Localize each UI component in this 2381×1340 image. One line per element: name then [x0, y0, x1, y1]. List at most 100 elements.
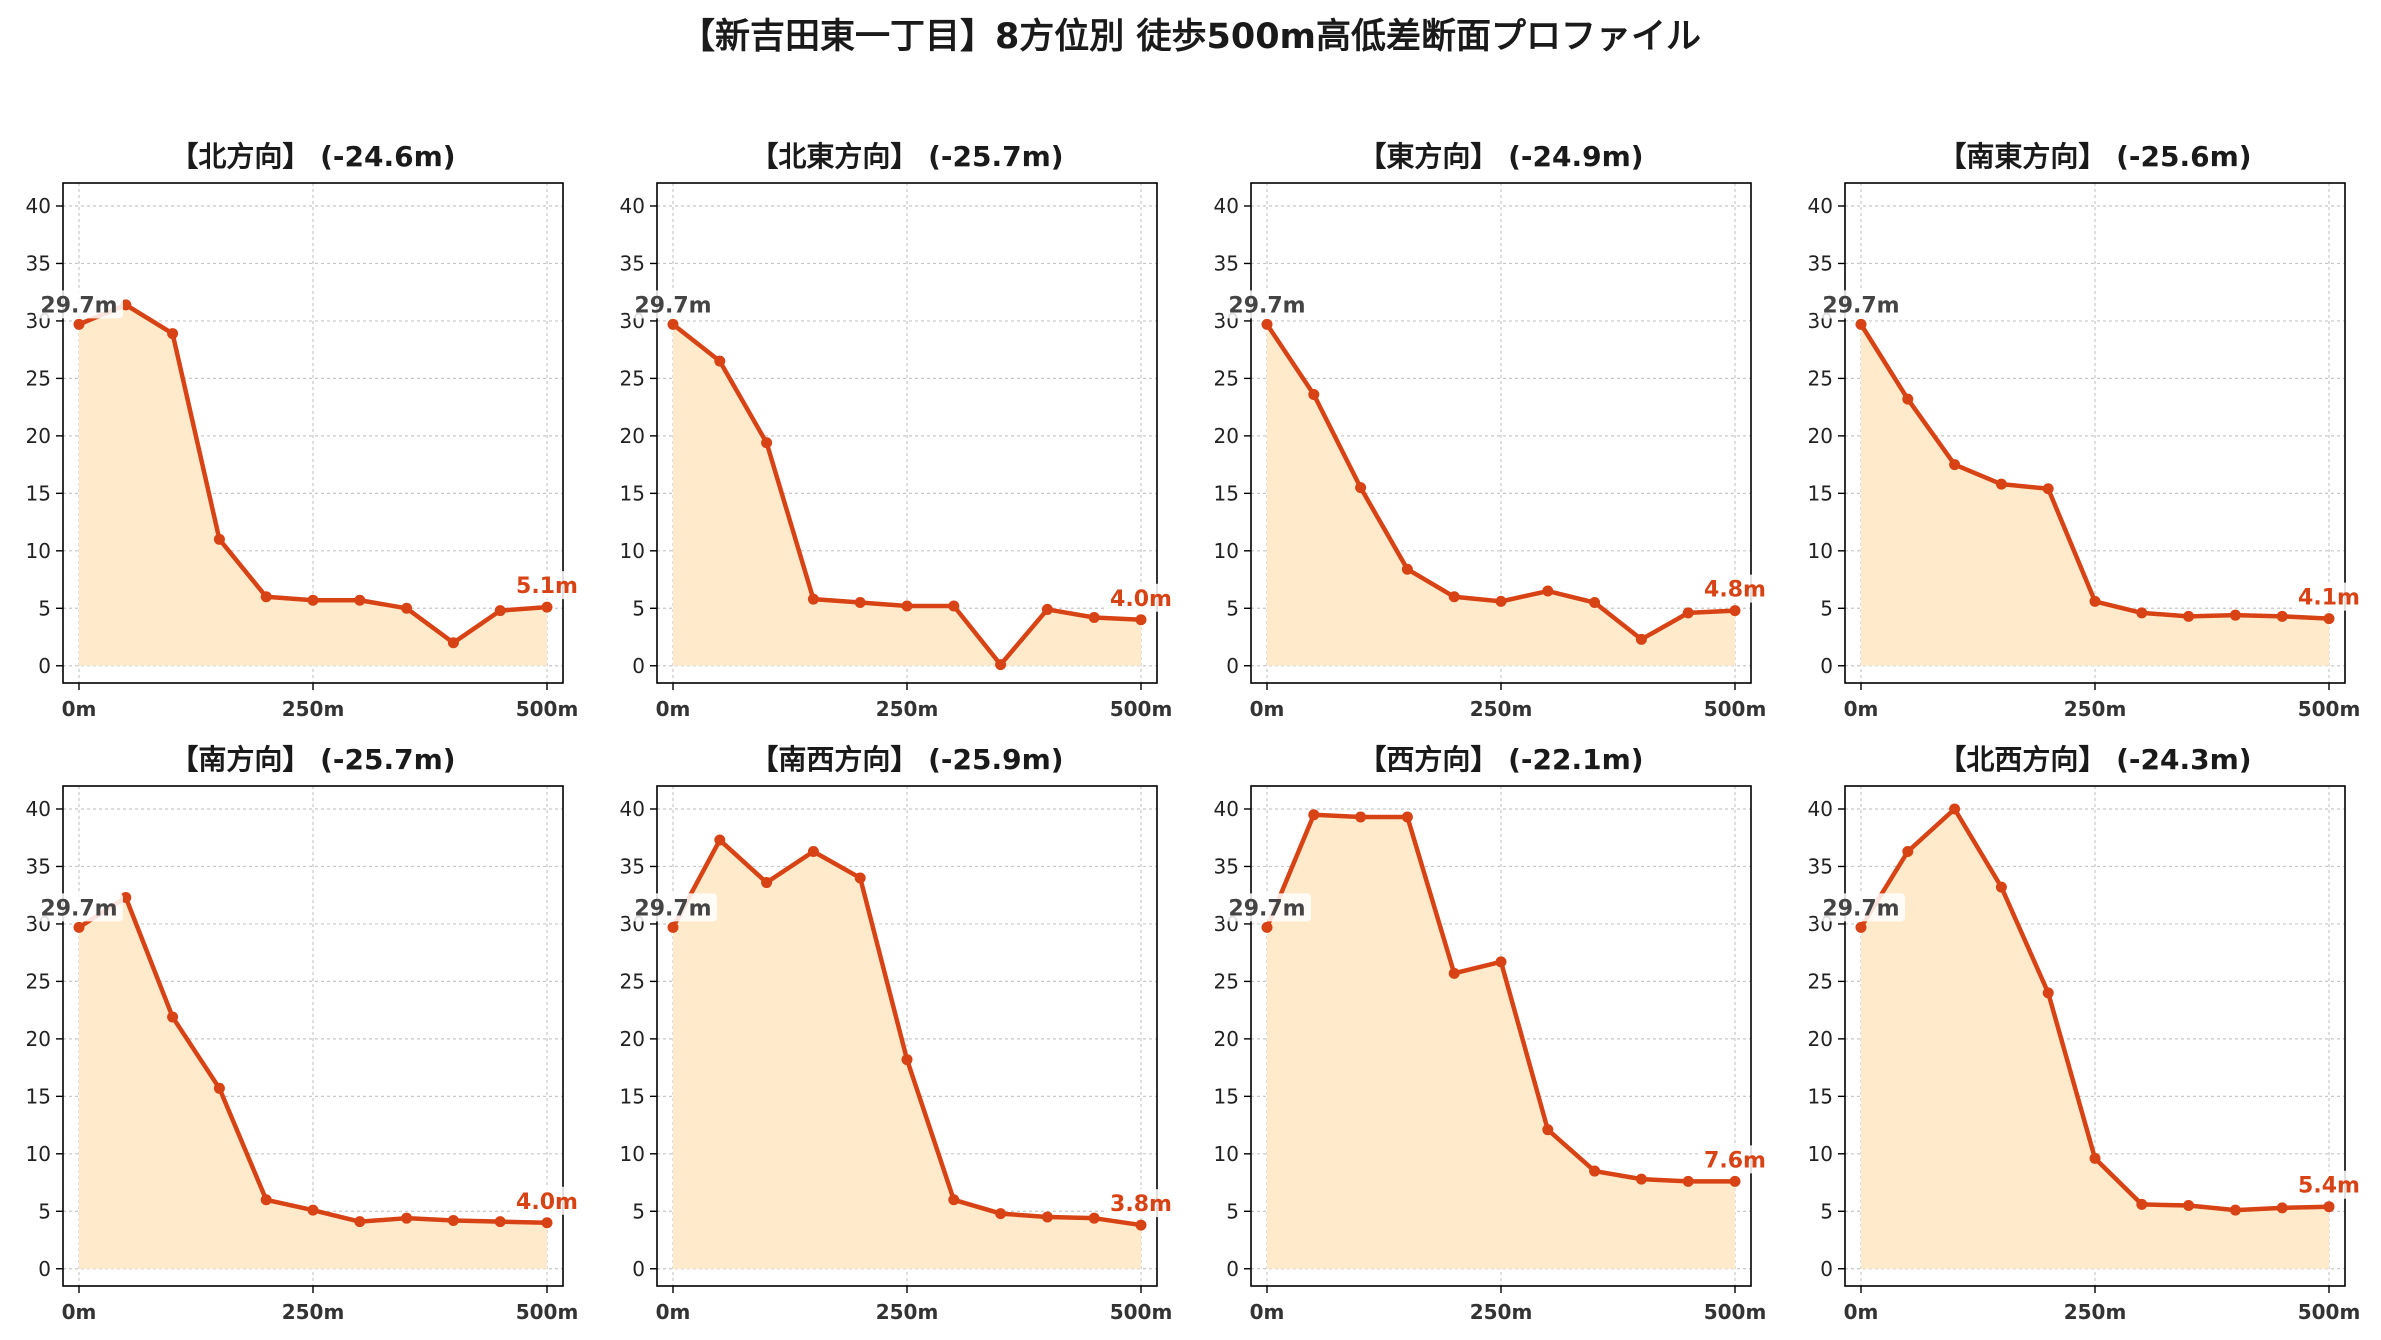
panel-title: 【南西方向】 (-25.9m) [750, 743, 1063, 776]
panel-title: 【南方向】 (-25.7m) [170, 743, 455, 776]
data-point [1495, 595, 1507, 607]
data-point [1495, 956, 1507, 968]
data-point [2323, 613, 2335, 625]
start-label-box [35, 893, 123, 922]
start-label-box [629, 893, 717, 922]
y-tick-label: 5 [38, 596, 51, 620]
elevation-area [79, 304, 547, 666]
x-tick-label: 500m [2298, 697, 2361, 721]
data-point [1448, 591, 1460, 603]
data-point [260, 591, 272, 603]
data-point [1855, 921, 1867, 933]
data-point [995, 1208, 1007, 1220]
data-point [1401, 811, 1413, 823]
data-point [447, 637, 459, 649]
y-tick-label: 5 [632, 1199, 645, 1223]
y-tick-label: 15 [1214, 1084, 1239, 1108]
data-point [2042, 987, 2054, 999]
y-tick-label: 0 [1820, 1257, 1833, 1281]
end-label-box [513, 571, 581, 600]
data-point [667, 318, 679, 330]
x-tick-label: 0m [1844, 697, 1879, 721]
data-point [1355, 482, 1367, 494]
y-tick-label: 10 [620, 1142, 645, 1166]
x-tick-label: 250m [876, 697, 939, 721]
panel-title: 【北東方向】 (-25.7m) [750, 140, 1063, 173]
y-tick-label: 20 [1808, 1027, 1833, 1051]
data-point [1135, 614, 1147, 626]
y-tick-label: 10 [26, 539, 51, 563]
y-tick-label: 25 [1808, 366, 1833, 390]
y-tick-label: 5 [1226, 1199, 1239, 1223]
x-tick-label: 250m [876, 1300, 939, 1324]
start-elevation-label: 29.7m [1822, 293, 1899, 318]
panel-title: 【北西方向】 (-24.3m) [1938, 743, 2251, 776]
start-label-box [35, 290, 123, 319]
elevation-area [1861, 324, 2329, 666]
x-tick-label: 0m [1250, 697, 1285, 721]
data-point [1041, 1211, 1053, 1223]
data-point [307, 594, 319, 606]
x-tick-label: 500m [1704, 697, 1767, 721]
panel-title: 【西方向】 (-22.1m) [1358, 743, 1643, 776]
y-tick-label: 15 [620, 1084, 645, 1108]
y-tick-label: 0 [38, 1257, 51, 1281]
x-tick-label: 500m [1704, 1300, 1767, 1324]
data-point [2183, 610, 2195, 622]
x-tick-label: 0m [656, 697, 691, 721]
x-tick-label: 500m [1110, 697, 1173, 721]
panel-title: 【東方向】 (-24.9m) [1358, 140, 1643, 173]
data-point [667, 921, 679, 933]
data-point [714, 355, 726, 367]
elevation-area [79, 897, 547, 1269]
data-point [1855, 318, 1867, 330]
data-point [1902, 393, 1914, 405]
data-point [1949, 459, 1961, 471]
data-point [541, 601, 553, 613]
y-tick-label: 35 [1808, 854, 1833, 878]
y-tick-label: 0 [632, 654, 645, 678]
y-tick-label: 35 [1214, 854, 1239, 878]
x-tick-label: 250m [282, 697, 345, 721]
y-tick-label: 20 [1214, 1027, 1239, 1051]
data-point [213, 533, 225, 545]
start-label-box [1817, 893, 1905, 922]
x-tick-label: 250m [1470, 697, 1533, 721]
data-point [1261, 921, 1273, 933]
data-point [948, 600, 960, 612]
data-point [2042, 483, 2054, 495]
data-point [2323, 1201, 2335, 1213]
data-point [167, 1011, 179, 1023]
y-tick-label: 25 [1214, 969, 1239, 993]
data-point [307, 1204, 319, 1216]
data-point [401, 602, 413, 614]
start-elevation-label: 29.7m [1228, 896, 1305, 921]
y-tick-label: 35 [26, 251, 51, 275]
start-elevation-label: 29.7m [634, 896, 711, 921]
data-point [2089, 1152, 2101, 1164]
start-label-box [629, 290, 717, 319]
y-tick-label: 5 [38, 1199, 51, 1223]
x-tick-label: 0m [1844, 1300, 1879, 1324]
y-tick-label: 5 [1820, 596, 1833, 620]
end-label-box [1701, 574, 1769, 603]
elevation-area [1861, 808, 2329, 1269]
y-tick-label: 5 [1226, 596, 1239, 620]
data-point [807, 593, 819, 605]
y-tick-label: 40 [1214, 797, 1239, 821]
data-point [1308, 809, 1320, 821]
data-point [2276, 610, 2288, 622]
x-tick-label: 250m [2064, 1300, 2127, 1324]
start-label-box [1817, 290, 1905, 319]
y-tick-label: 40 [1214, 194, 1239, 218]
y-tick-label: 20 [620, 1027, 645, 1051]
data-point [494, 605, 506, 617]
data-point [354, 1216, 366, 1228]
data-point [167, 328, 179, 340]
x-tick-label: 0m [656, 1300, 691, 1324]
